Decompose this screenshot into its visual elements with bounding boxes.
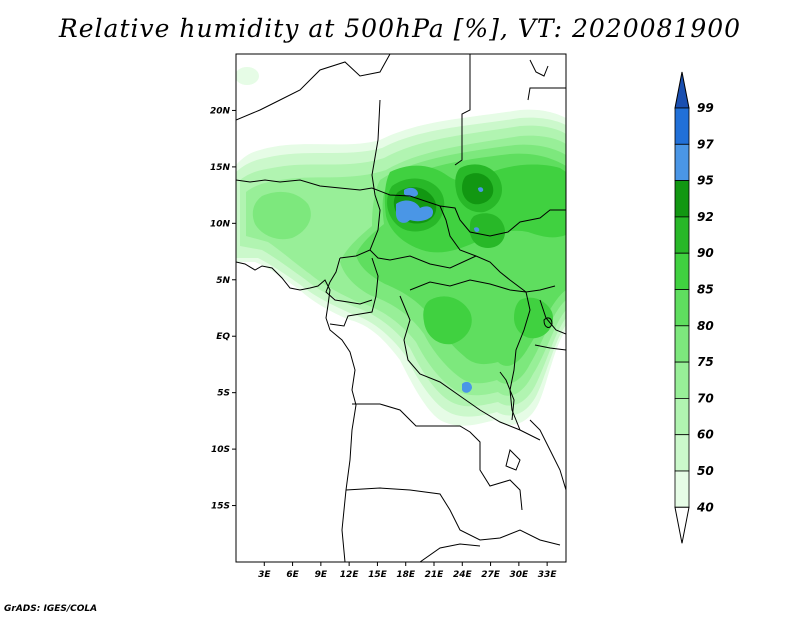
rh-band-97 bbox=[396, 187, 484, 393]
humidity-field bbox=[236, 67, 566, 426]
grads-credit: GrADS: IGES/COLA bbox=[4, 604, 98, 614]
lat-tick-label: 5N bbox=[216, 276, 230, 286]
longitude-axis: 3E 6E 9E 12E 15E 18E 21E 24E 27E 30E 33E bbox=[258, 562, 557, 580]
colorbar-label: 97 bbox=[697, 137, 714, 151]
colorbar-box bbox=[674, 252, 690, 290]
lat-tick-label: 15S bbox=[211, 502, 230, 512]
colorbar-box bbox=[674, 289, 690, 327]
latitude-axis: 20N 15N 10N 5N EQ 5S 10S 15S bbox=[210, 106, 236, 512]
colorbar-label: 70 bbox=[697, 391, 714, 405]
colorbar-box bbox=[674, 143, 690, 182]
lon-tick-label: 27E bbox=[481, 570, 501, 580]
colorbar-box bbox=[674, 216, 690, 254]
colorbar-box bbox=[674, 397, 690, 436]
lat-tick-label: 5S bbox=[217, 389, 230, 399]
colorbar-top-triangle bbox=[674, 71, 690, 109]
lon-tick-label: 3E bbox=[258, 570, 271, 580]
lat-tick-label: 15N bbox=[210, 163, 231, 173]
colorbar-label: 80 bbox=[697, 319, 714, 333]
colorbar-box bbox=[674, 470, 690, 508]
colorbar-box bbox=[674, 434, 690, 472]
colorbar-label: 60 bbox=[697, 428, 714, 442]
colorbar-box bbox=[674, 180, 690, 218]
colorbar-box bbox=[674, 107, 690, 145]
lon-tick-label: 15E bbox=[368, 570, 388, 580]
lon-tick-label: 9E bbox=[315, 570, 328, 580]
map-frame bbox=[235, 53, 567, 563]
colorbar-bottom-triangle bbox=[674, 506, 690, 544]
colorbar-box bbox=[674, 325, 690, 363]
lon-tick-label: 30E bbox=[510, 570, 530, 580]
lon-tick-label: 18E bbox=[396, 570, 416, 580]
colorbar-label: 85 bbox=[697, 283, 714, 297]
colorbar-label: 99 bbox=[697, 101, 714, 115]
colorbar-label: 90 bbox=[697, 246, 714, 260]
lat-tick-label: 10N bbox=[210, 219, 231, 229]
lat-tick-label: EQ bbox=[216, 332, 230, 342]
colorbar-label: 75 bbox=[697, 355, 714, 369]
lat-tick-label: 10S bbox=[211, 445, 230, 455]
colorbar-label: 92 bbox=[697, 210, 714, 224]
colorbar-label: 50 bbox=[697, 464, 714, 478]
lon-tick-label: 24E bbox=[453, 570, 473, 580]
colorbar-label: 40 bbox=[696, 500, 714, 514]
lon-tick-label: 6E bbox=[286, 570, 299, 580]
colorbar: 40 50 60 70 75 80 85 90 92 95 97 99 bbox=[674, 71, 714, 544]
colorbar-box bbox=[674, 361, 690, 399]
colorbar-label: 95 bbox=[697, 174, 714, 188]
lon-tick-label: 33E bbox=[538, 570, 558, 580]
lat-tick-label: 20N bbox=[210, 106, 231, 116]
boundaries bbox=[236, 54, 566, 562]
lon-tick-label: 12E bbox=[340, 570, 360, 580]
lon-tick-label: 21E bbox=[425, 570, 445, 580]
chart-title: Relative humidity at 500hPa [%], VT: 202… bbox=[58, 14, 742, 43]
